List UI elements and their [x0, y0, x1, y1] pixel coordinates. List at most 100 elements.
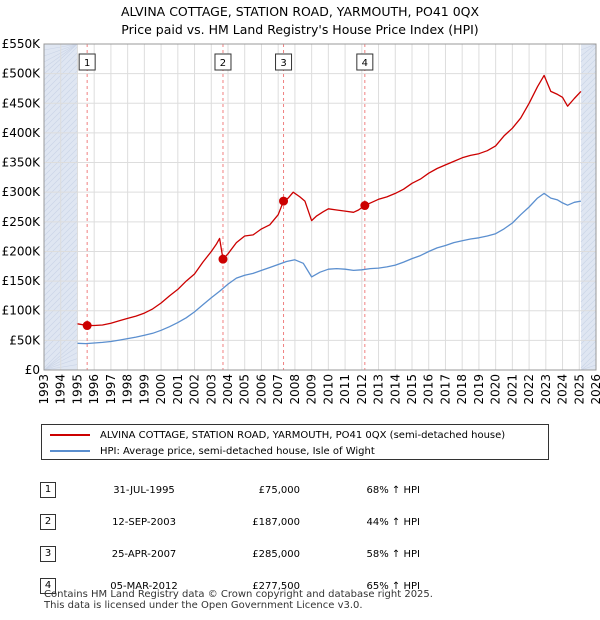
sale-hpi-change: 44% ↑ HPI	[366, 516, 420, 528]
legend-item-hpi: HPI: Average price, semi-detached house,…	[50, 444, 375, 458]
x-tick-label: 2022	[522, 374, 536, 405]
hatch-line	[580, 130, 597, 147]
y-tick-label: £300K	[2, 185, 42, 199]
hatch-line	[580, 304, 597, 321]
sale-row: 3 25-APR-2007 £285,000 58% ↑ HPI	[40, 538, 420, 570]
x-tick-label: 2006	[254, 374, 268, 405]
hatch-line	[580, 196, 597, 213]
hatch-line	[580, 310, 597, 327]
hatch-line	[580, 352, 597, 369]
hatch-line	[580, 43, 597, 51]
sale-label-box	[275, 53, 293, 71]
y-tick-label: £50K	[9, 333, 41, 347]
x-tick-label: 2011	[338, 374, 352, 405]
hatch-line	[580, 298, 597, 315]
x-tick-label: 2000	[154, 374, 168, 405]
y-tick-label: £200K	[2, 244, 42, 258]
x-tick-label: 2018	[455, 374, 469, 405]
sale-hpi-change: 65% ↑ HPI	[366, 580, 420, 592]
x-tick-label: 1997	[104, 374, 118, 405]
legend-item-property: ALVINA COTTAGE, STATION ROAD, YARMOUTH, …	[50, 428, 505, 442]
sales-table: 1 31-JUL-1995 £75,000 68% ↑ HPI 2 12-SEP…	[40, 474, 420, 602]
hatch-line	[580, 94, 597, 111]
x-tick-label: 2002	[188, 374, 202, 405]
hatch-line	[580, 118, 597, 135]
hatch-line	[580, 346, 597, 363]
chart-title: ALVINA COTTAGE, STATION ROAD, YARMOUTH, …	[120, 4, 480, 19]
y-tick-label: £550K	[2, 37, 42, 51]
x-tick-label: 2026	[589, 374, 600, 405]
hatch-line	[580, 202, 597, 219]
x-tick-label: 1995	[70, 374, 84, 405]
sale-point	[279, 196, 289, 206]
hatch-line	[580, 112, 597, 129]
hatch-line	[580, 334, 597, 351]
sale-row: 4 05-MAR-2012 £277,500 65% ↑ HPI	[40, 570, 420, 602]
plot-area	[44, 44, 596, 370]
x-tick-label: 2009	[305, 374, 319, 405]
sale-hpi-change: 58% ↑ HPI	[366, 548, 420, 560]
hatch-line	[580, 358, 597, 371]
hatch-line	[580, 340, 597, 357]
hatch-line	[580, 286, 597, 303]
sale-point	[360, 201, 370, 211]
x-tick-label: 2001	[171, 374, 185, 405]
y-tick-label: £150K	[2, 274, 42, 288]
footer-copyright: Contains HM Land Registry data © Crown c…	[44, 589, 433, 600]
hatch-line	[580, 64, 597, 81]
x-tick-label: 2016	[422, 374, 436, 405]
legend-label-hpi: HPI: Average price, semi-detached house,…	[100, 445, 375, 457]
bottom-margin	[0, 370, 600, 420]
y-tick-label: £400K	[2, 126, 42, 140]
sale-price: £187,000	[252, 516, 300, 528]
hatch-line	[580, 220, 597, 237]
x-tick-label: 1994	[54, 374, 68, 405]
sale-number-badge: 1	[40, 482, 56, 498]
sale-label-number: 4	[362, 58, 368, 69]
x-tick-label: 2008	[288, 374, 302, 405]
sale-price: £285,000	[252, 548, 300, 560]
hatch-line	[580, 256, 597, 273]
sale-price: £75,000	[258, 484, 300, 496]
x-tick-label: 2020	[489, 374, 503, 405]
sale-price: £277,500	[252, 580, 300, 592]
footer-licence: This data is licensed under the Open Gov…	[44, 600, 363, 611]
shaded-region-after-data	[580, 44, 596, 370]
chart-subtitle: Price paid vs. HM Land Registry's House …	[121, 22, 479, 37]
hatch-line	[580, 136, 597, 153]
sale-row: 1 31-JUL-1995 £75,000 68% ↑ HPI	[40, 474, 420, 506]
x-tick-label: 2013	[372, 374, 386, 405]
hatch-line	[580, 43, 597, 57]
sale-point	[218, 254, 228, 264]
hatch-line	[580, 292, 597, 309]
hatch-line	[580, 178, 597, 195]
y-tick-label: £0	[25, 363, 40, 377]
x-tick-label: 2003	[204, 374, 218, 405]
hatch-line	[580, 58, 597, 75]
x-tick-label: 1993	[37, 374, 51, 405]
hatch-line	[580, 364, 597, 371]
hatch-line	[580, 172, 597, 189]
x-tick-label: 2004	[221, 374, 235, 405]
y-tick-label: £100K	[2, 304, 42, 318]
x-tick-label: 2021	[505, 374, 519, 405]
x-tick-label: 2024	[556, 374, 570, 405]
hatch-line	[580, 262, 597, 279]
hatch-line	[580, 46, 597, 63]
hatch-line	[580, 274, 597, 291]
y-tick-label: £250K	[2, 215, 42, 229]
price-chart: £0 £50K £100K £150K £200K £250K £300K £350K £400…	[0, 37, 600, 420]
hatch-line	[580, 316, 597, 333]
legend-label-property: ALVINA COTTAGE, STATION ROAD, YARMOUTH, …	[100, 429, 506, 441]
hatch-line	[580, 142, 597, 159]
sale-hpi-change: 68% ↑ HPI	[366, 484, 420, 496]
hatch-line	[580, 280, 597, 297]
hatch-line	[580, 214, 597, 231]
sale-label-number: 1	[84, 58, 90, 69]
series-line-hpi	[77, 192, 582, 345]
hatch-line	[580, 328, 597, 345]
sale-row: 2 12-SEP-2003 £187,000 44% ↑ HPI	[40, 506, 420, 538]
x-tick-label: 1996	[87, 374, 101, 405]
hatch-line	[580, 76, 597, 93]
legend-swatch-hpi	[50, 450, 90, 452]
